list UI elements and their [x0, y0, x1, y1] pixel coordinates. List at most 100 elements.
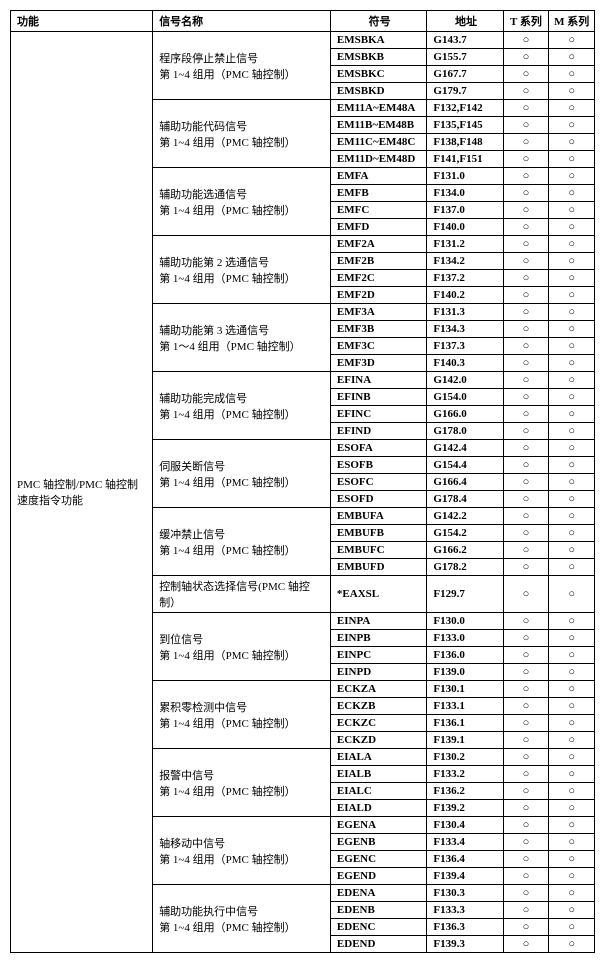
symbol-cell: EFIND: [330, 423, 426, 440]
header-row: 功能 信号名称 符号 地址 T 系列 M 系列: [11, 11, 595, 32]
circle-icon: ○: [568, 785, 575, 797]
symbol-cell: ESOFD: [330, 491, 426, 508]
symbol-cell: ECKZC: [330, 715, 426, 732]
symbol-cell: EIALC: [330, 783, 426, 800]
circle-icon: ○: [568, 870, 575, 882]
symbol-cell: EMSBKB: [330, 49, 426, 66]
t-series-cell: ○: [503, 457, 549, 474]
address-cell: F130.0: [427, 613, 503, 630]
m-series-cell: ○: [549, 66, 595, 83]
circle-icon: ○: [523, 68, 530, 80]
m-series-cell: ○: [549, 508, 595, 525]
address-cell: G167.7: [427, 66, 503, 83]
address-cell: F135,F145: [427, 117, 503, 134]
m-series-cell: ○: [549, 613, 595, 630]
circle-icon: ○: [523, 357, 530, 369]
circle-icon: ○: [568, 510, 575, 522]
circle-icon: ○: [523, 870, 530, 882]
header-symbol: 符号: [330, 11, 426, 32]
circle-icon: ○: [568, 904, 575, 916]
symbol-cell: EMF3D: [330, 355, 426, 372]
circle-icon: ○: [568, 306, 575, 318]
circle-icon: ○: [523, 374, 530, 386]
address-cell: F131.2: [427, 236, 503, 253]
circle-icon: ○: [523, 802, 530, 814]
circle-icon: ○: [568, 527, 575, 539]
symbol-cell: EDEND: [330, 936, 426, 953]
address-cell: F130.2: [427, 749, 503, 766]
t-series-cell: ○: [503, 372, 549, 389]
m-series-cell: ○: [549, 715, 595, 732]
symbol-cell: EMF3B: [330, 321, 426, 338]
t-series-cell: ○: [503, 936, 549, 953]
circle-icon: ○: [523, 751, 530, 763]
circle-icon: ○: [523, 34, 530, 46]
t-series-cell: ○: [503, 100, 549, 117]
t-series-cell: ○: [503, 151, 549, 168]
circle-icon: ○: [523, 408, 530, 420]
circle-icon: ○: [568, 683, 575, 695]
circle-icon: ○: [568, 255, 575, 267]
t-series-cell: ○: [503, 389, 549, 406]
circle-icon: ○: [523, 887, 530, 899]
symbol-cell: EGENB: [330, 834, 426, 851]
address-cell: G154.4: [427, 457, 503, 474]
symbol-cell: ESOFB: [330, 457, 426, 474]
t-series-cell: ○: [503, 817, 549, 834]
t-series-cell: ○: [503, 576, 549, 613]
symbol-cell: EMBUFD: [330, 559, 426, 576]
address-cell: F133.1: [427, 698, 503, 715]
t-series-cell: ○: [503, 902, 549, 919]
symbol-cell: EM11A~EM48A: [330, 100, 426, 117]
m-series-cell: ○: [549, 134, 595, 151]
m-series-cell: ○: [549, 338, 595, 355]
circle-icon: ○: [523, 493, 530, 505]
circle-icon: ○: [568, 170, 575, 182]
circle-icon: ○: [568, 119, 575, 131]
t-series-cell: ○: [503, 304, 549, 321]
circle-icon: ○: [568, 734, 575, 746]
m-series-cell: ○: [549, 389, 595, 406]
header-func: 功能: [11, 11, 153, 32]
circle-icon: ○: [568, 819, 575, 831]
signal-table: 功能 信号名称 符号 地址 T 系列 M 系列 PMC 轴控制/PMC 轴控制速…: [10, 10, 595, 953]
symbol-cell: EGEND: [330, 868, 426, 885]
symbol-cell: EDENC: [330, 919, 426, 936]
circle-icon: ○: [568, 357, 575, 369]
signal-name-cell: 辅助功能选通信号第 1~4 组用（PMC 轴控制）: [153, 168, 331, 236]
signal-name-cell: 控制轴状态选择信号(PMC 轴控制）: [153, 576, 331, 613]
circle-icon: ○: [568, 649, 575, 661]
address-cell: F129.7: [427, 576, 503, 613]
circle-icon: ○: [568, 853, 575, 865]
address-cell: F132,F142: [427, 100, 503, 117]
m-series-cell: ○: [549, 406, 595, 423]
circle-icon: ○: [568, 323, 575, 335]
symbol-cell: EM11D~EM48D: [330, 151, 426, 168]
circle-icon: ○: [523, 853, 530, 865]
circle-icon: ○: [523, 615, 530, 627]
signal-name-cell: 辅助功能代码信号第 1~4 组用（PMC 轴控制）: [153, 100, 331, 168]
t-series-cell: ○: [503, 253, 549, 270]
m-series-cell: ○: [549, 304, 595, 321]
symbol-cell: EGENA: [330, 817, 426, 834]
t-series-cell: ○: [503, 117, 549, 134]
signal-name-cell: 辅助功能第 3 选通信号第 1～4 组用（PMC 轴控制）: [153, 304, 331, 372]
m-series-cell: ○: [549, 559, 595, 576]
m-series-cell: ○: [549, 698, 595, 715]
circle-icon: ○: [568, 136, 575, 148]
m-series-cell: ○: [549, 32, 595, 49]
circle-icon: ○: [568, 425, 575, 437]
m-series-cell: ○: [549, 936, 595, 953]
signal-name-cell: 报警中信号第 1~4 组用（PMC 轴控制）: [153, 749, 331, 817]
t-series-cell: ○: [503, 321, 549, 338]
m-series-cell: ○: [549, 355, 595, 372]
symbol-cell: EMSBKC: [330, 66, 426, 83]
t-series-cell: ○: [503, 698, 549, 715]
circle-icon: ○: [568, 921, 575, 933]
circle-icon: ○: [568, 588, 575, 600]
header-m: M 系列: [549, 11, 595, 32]
t-series-cell: ○: [503, 423, 549, 440]
address-cell: F131.0: [427, 168, 503, 185]
t-series-cell: ○: [503, 885, 549, 902]
circle-icon: ○: [568, 34, 575, 46]
